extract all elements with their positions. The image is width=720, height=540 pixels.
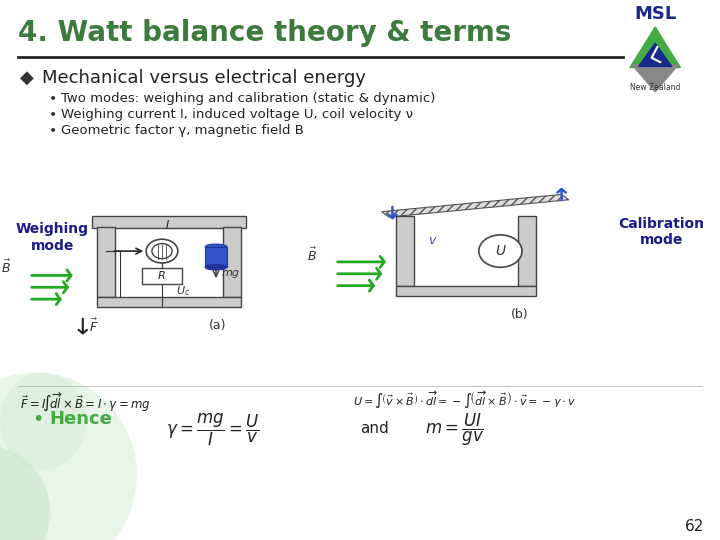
- Text: •: •: [49, 108, 57, 122]
- Bar: [518, 216, 536, 286]
- Text: Calibration
mode: Calibration mode: [618, 217, 704, 247]
- Circle shape: [146, 239, 178, 263]
- Text: (a): (a): [209, 319, 226, 332]
- Text: Geometric factor γ, magnetic field B: Geometric factor γ, magnetic field B: [61, 124, 304, 137]
- Text: ◆: ◆: [20, 69, 34, 87]
- Bar: [205, 247, 227, 267]
- Bar: [396, 216, 414, 286]
- Polygon shape: [639, 43, 672, 66]
- Text: and: and: [360, 421, 389, 436]
- Text: •: •: [49, 124, 57, 138]
- Text: New Zealand: New Zealand: [630, 83, 680, 92]
- Bar: [97, 227, 115, 297]
- Bar: [142, 268, 182, 284]
- Text: $\gamma=\dfrac{mg}{I}=\dfrac{U}{v}$: $\gamma=\dfrac{mg}{I}=\dfrac{U}{v}$: [166, 411, 259, 448]
- Polygon shape: [382, 194, 569, 217]
- Text: mg: mg: [222, 268, 240, 278]
- Text: •: •: [32, 410, 44, 429]
- Text: $\vec{B}$: $\vec{B}$: [1, 259, 11, 276]
- Text: R: R: [158, 271, 166, 281]
- Text: Mechanical versus electrical energy: Mechanical versus electrical energy: [42, 69, 366, 87]
- Circle shape: [479, 235, 522, 267]
- Text: Two modes: weighing and calibration (static & dynamic): Two modes: weighing and calibration (sta…: [61, 92, 436, 105]
- Text: $U=\int\!\left(\vec{v}\times\vec{B}\right)\cdot\overrightarrow{dl}=-\int\!\left(: $U=\int\!\left(\vec{v}\times\vec{B}\righ…: [353, 390, 576, 410]
- Text: $\vec{B}$: $\vec{B}$: [307, 246, 317, 264]
- Text: $\vec{F}$: $\vec{F}$: [89, 318, 98, 335]
- Polygon shape: [630, 27, 680, 68]
- Text: Weighing current I, induced voltage U, coil velocity ν: Weighing current I, induced voltage U, c…: [61, 108, 413, 121]
- Bar: [97, 297, 241, 307]
- Text: I: I: [166, 219, 169, 230]
- Bar: [223, 227, 241, 297]
- Text: •: •: [49, 92, 57, 106]
- Text: $U_c$: $U_c$: [176, 284, 191, 298]
- FancyBboxPatch shape: [92, 216, 246, 228]
- Ellipse shape: [205, 244, 227, 249]
- Ellipse shape: [0, 373, 137, 540]
- Bar: [396, 286, 536, 296]
- Text: Hence: Hence: [49, 410, 112, 428]
- Text: MSL: MSL: [634, 5, 676, 23]
- Text: 62: 62: [685, 518, 704, 534]
- Text: v: v: [428, 234, 436, 247]
- Ellipse shape: [0, 373, 86, 470]
- Text: 4. Watt balance theory & terms: 4. Watt balance theory & terms: [18, 19, 511, 47]
- Polygon shape: [632, 65, 678, 92]
- Text: U: U: [495, 244, 505, 258]
- Ellipse shape: [205, 265, 227, 270]
- Text: (b): (b): [511, 308, 528, 321]
- Circle shape: [152, 244, 172, 259]
- Text: $\vec{F}=I\!\int\!\overrightarrow{dl}\times\vec{B}=I\cdot\gamma=mg$: $\vec{F}=I\!\int\!\overrightarrow{dl}\ti…: [20, 390, 151, 413]
- Ellipse shape: [0, 446, 50, 540]
- Text: Weighing
mode: Weighing mode: [16, 222, 89, 253]
- Text: $m=\dfrac{UI}{gv}$: $m=\dfrac{UI}{gv}$: [425, 411, 484, 448]
